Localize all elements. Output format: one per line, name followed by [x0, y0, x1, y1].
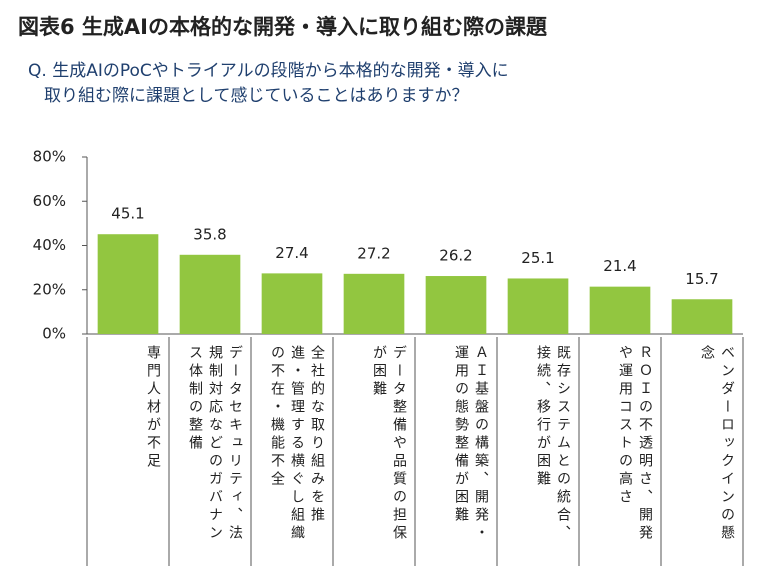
- bar: [343, 273, 405, 334]
- bar: [507, 278, 569, 334]
- value-label: 15.7: [685, 270, 718, 288]
- y-tick-label: 60%: [33, 192, 66, 210]
- y-tick-label: 0%: [42, 325, 66, 343]
- value-label: 26.2: [439, 247, 472, 265]
- y-tick-label: 40%: [33, 236, 66, 254]
- x-tick-label: 専門人材が不足: [145, 345, 161, 471]
- x-tick-label: ＡＩ基盤の構築、開発・運用の態勢整備が困難: [453, 345, 489, 543]
- bar: [97, 234, 159, 334]
- bar: [179, 254, 241, 334]
- x-tick-label: ベンダーロックインの懸念: [699, 345, 735, 543]
- bar: [425, 276, 487, 334]
- value-label: 45.1: [111, 205, 144, 223]
- bar: [589, 286, 651, 334]
- bar: [671, 299, 733, 334]
- chart-title: 図表6 生成AIの本格的な開発・導入に取り組む際の課題: [18, 15, 548, 39]
- value-label: 35.8: [193, 225, 226, 243]
- chart-subtitle: Q. 生成AIのPoCやトライアルの段階から本格的な開発・導入に: [28, 61, 509, 81]
- x-tick-label: データセキュリティ、法規制対応などのガバナンス体制の整備: [187, 345, 243, 543]
- value-label: 27.4: [275, 244, 308, 262]
- value-label: 25.1: [521, 249, 554, 267]
- y-tick-label: 80%: [33, 148, 66, 166]
- x-tick-label: 全社的な取り組みを推進・管理する横ぐし組織の不在・機能不全: [269, 345, 325, 543]
- x-tick-label: 既存システムとの統合、接続、移行が困難: [535, 345, 571, 543]
- chart-subtitle: 取り組む際に課題として感じていることはありますか？: [44, 86, 469, 106]
- value-label: 21.4: [603, 257, 636, 275]
- x-tick-label: ＲＯＩの不透明さ、開発や運用コストの高さ: [617, 345, 653, 543]
- y-tick-label: 20%: [33, 280, 66, 298]
- bar: [261, 273, 323, 334]
- x-tick-label: データ整備や品質の担保が困難: [371, 345, 407, 543]
- value-label: 27.2: [357, 244, 390, 262]
